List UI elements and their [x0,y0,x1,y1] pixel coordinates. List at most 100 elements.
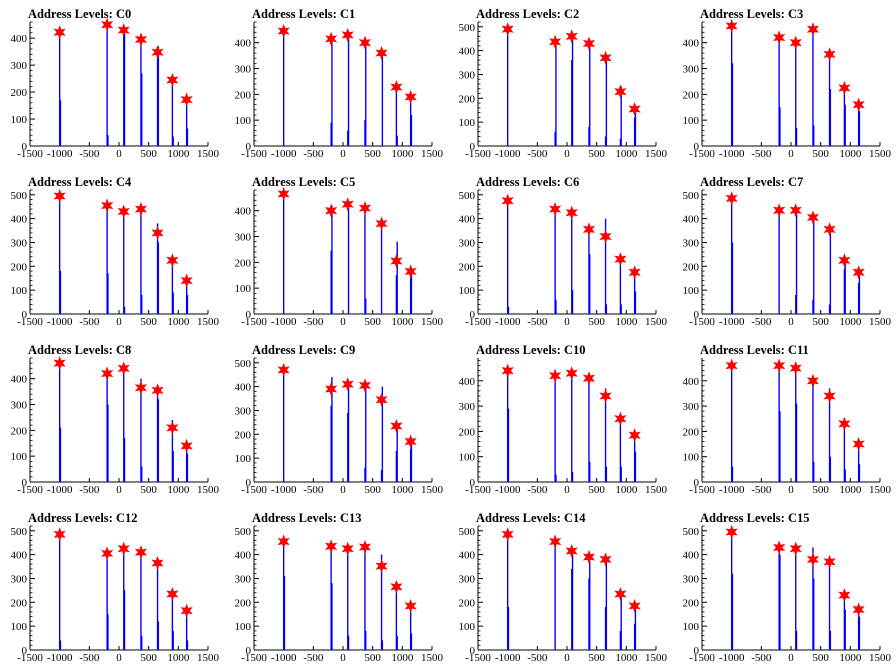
peak-marker [501,363,514,378]
peak-marker [166,586,179,602]
chart-panel-1: Address Levels: C1 0 100 200 300 400 -1500 -100… [224,0,448,168]
x-tick-label: 1000 [167,148,190,160]
x-tick-label: 500 [812,484,829,496]
chart-panel-6: Address Levels: C6 0 100 200 300 400 500 -1500-… [448,168,672,336]
y-tick-label: 200 [683,89,700,101]
chart-title: Address Levels: C8 [28,343,131,357]
peak-marker [101,198,114,213]
x-tick-label: -1000 [495,484,521,496]
x-tick-label: 0 [116,148,122,160]
peak-marker [151,225,164,240]
chart-svg: Address Levels: C1 0 100 200 300 400 -1500 -100… [235,7,444,160]
peak-marker [852,602,865,617]
x-tick-label: 0 [340,316,346,328]
y-tick-label: 300 [683,573,700,585]
peak-marker [166,253,179,268]
peak-marker [341,377,354,392]
x-tick-label: -1000 [495,316,521,328]
peak-marker [838,80,851,95]
peak-marker [789,361,802,376]
x-tick-label: -500 [79,484,100,496]
y-tick-label: 400 [683,376,700,388]
peak-marker [53,527,66,542]
x-tick-label: -1500 [465,484,491,496]
chart-title: Address Levels: C2 [476,7,579,21]
peak-marker [628,265,641,280]
y-tick-label: 100 [235,115,252,127]
chart-title: Address Levels: C0 [28,7,131,21]
chart-svg: Address Levels: C14 0 100 200 300 400 500 -1500… [459,511,668,664]
y-tick-label: 200 [11,87,28,99]
x-tick-label: 500 [140,484,157,496]
x-tick-label: 1500 [645,652,668,664]
chart-panel-9: Address Levels: C9 0 100 200 300 400 500 -1500-… [224,336,448,504]
x-tick-label: 1500 [197,148,220,160]
x-tick-label: 1000 [839,316,862,328]
peak-marker [375,392,388,407]
chart-svg: Address Levels: C12 0 100 200 300 400 500 -1500… [11,511,220,664]
x-tick-label: 1000 [839,148,862,160]
peak-marker [823,47,836,62]
peak-marker [134,545,148,560]
x-tick-label: 500 [364,652,381,664]
peak-marker [501,527,514,542]
x-tick-label: 1000 [839,484,862,496]
peak-marker [180,273,193,288]
y-tick-label: 200 [235,257,252,269]
peak-marker [404,264,417,279]
y-tick-label: 400 [459,376,476,388]
peak-marker [582,222,596,237]
y-tick-label: 200 [459,261,476,273]
y-tick-label: 0 [22,477,28,489]
x-tick-label: -1000 [495,652,521,664]
peak-marker [501,193,514,208]
peak-marker [325,539,338,554]
chart-panel-10: Address Levels: C10 0 100 200 300 400 -1500 -10… [448,336,672,504]
y-tick-label: 400 [683,550,700,562]
peak-marker [390,579,403,594]
y-tick-label: 500 [235,526,252,538]
peak-marker [151,45,164,60]
peak-marker [358,378,372,393]
peak-marker [134,202,148,217]
peak-marker [628,598,641,613]
y-tick-label: 100 [235,453,252,465]
y-tick-label: 400 [235,206,252,218]
chart-panel-2: Address Levels: C2 0 100 200 300 400 500 -1500-… [448,0,672,168]
peak-marker [599,552,612,567]
chart-panel-12: Address Levels: C12 0 100 200 300 400 500 -1500… [0,504,224,672]
x-tick-label: 0 [788,484,794,496]
x-tick-label: 500 [588,316,605,328]
x-tick-label: 1000 [391,484,414,496]
peak-marker [789,203,802,218]
peak-marker [565,205,578,220]
y-tick-label: 400 [459,550,476,562]
peak-marker [599,229,612,244]
y-tick-label: 100 [235,283,252,295]
peak-marker [341,197,354,212]
x-tick-label: -1500 [465,316,491,328]
peak-marker [134,32,148,47]
x-tick-label: -1500 [241,652,267,664]
y-tick-label: 400 [683,38,700,50]
x-tick-label: 1000 [391,652,414,664]
x-tick-label: 0 [788,652,794,664]
peak-marker [614,84,627,99]
y-tick-label: 500 [459,526,476,538]
x-tick-label: -500 [79,652,100,664]
y-tick-label: 100 [459,452,476,464]
peak-marker [390,80,403,95]
chart-panel-14: Address Levels: C14 0 100 200 300 400 500 -1500… [448,504,672,672]
peak-marker [358,35,372,50]
y-tick-label: 0 [22,645,28,657]
y-tick-label: 100 [683,285,700,297]
peak-marker [341,27,354,42]
x-tick-label: 500 [812,316,829,328]
x-tick-label: 0 [116,484,122,496]
y-tick-label: 300 [235,573,252,585]
x-tick-label: 1500 [421,652,444,664]
peak-marker [117,361,130,376]
chart-panel-15: Address Levels: C15 0 100 200 300 400 500 -1500… [672,504,896,672]
y-tick-label: 200 [11,261,28,273]
